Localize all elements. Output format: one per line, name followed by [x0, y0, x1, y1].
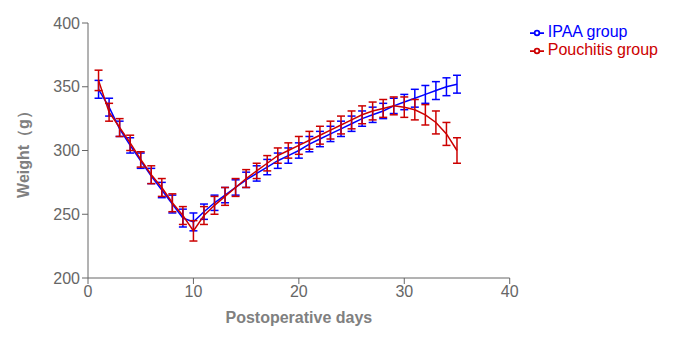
- svg-text:20: 20: [290, 283, 308, 300]
- svg-text:300: 300: [53, 142, 80, 159]
- svg-text:Postoperative days: Postoperative days: [225, 309, 372, 326]
- svg-text:400: 400: [53, 15, 80, 32]
- svg-text:10: 10: [185, 283, 203, 300]
- svg-text:Weight（g）: Weight（g）: [15, 103, 33, 198]
- svg-text:250: 250: [53, 206, 80, 223]
- html-text:Pouchitis group: Pouchitis group: [547, 41, 658, 58]
- svg-text:200: 200: [53, 270, 80, 287]
- svg-text:350: 350: [53, 78, 80, 95]
- svg-text:0: 0: [84, 283, 93, 300]
- svg-text:30: 30: [395, 283, 413, 300]
- html-text:IPAA group: IPAA group: [547, 23, 628, 40]
- svg-text:40: 40: [501, 283, 519, 300]
